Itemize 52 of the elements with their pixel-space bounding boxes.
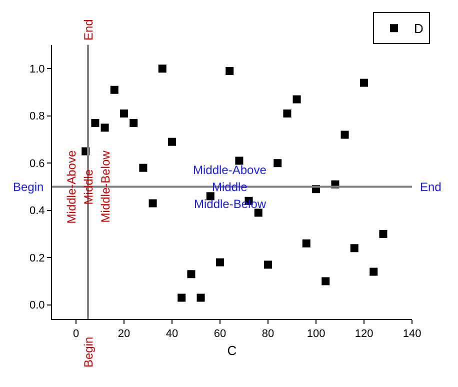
y-tick-label: 0.8	[30, 110, 45, 123]
x-tick-label: 60	[214, 328, 226, 340]
point	[139, 164, 148, 172]
annotation: Begin	[82, 336, 96, 368]
point	[360, 78, 368, 87]
y-tick-label: 0.0	[30, 300, 45, 312]
point	[379, 230, 388, 238]
point	[216, 258, 224, 266]
point	[130, 118, 138, 127]
point	[196, 294, 205, 302]
annotation: End	[420, 180, 442, 194]
annotation: Middle	[81, 169, 96, 205]
point	[148, 199, 157, 208]
point	[178, 294, 186, 302]
y-tick-label: 0.4	[30, 205, 45, 218]
point	[187, 270, 196, 278]
legend-label: D	[414, 21, 424, 36]
point	[292, 95, 301, 104]
annotation: Middle-Above	[64, 150, 78, 224]
point	[302, 239, 310, 248]
x-axis-title: C	[227, 342, 237, 358]
annotation: End	[82, 19, 96, 40]
annotation: Middle-Below	[98, 150, 112, 223]
point	[158, 64, 166, 73]
x-tick-label: 140	[402, 328, 422, 340]
x-tick-label: 0	[72, 328, 80, 340]
point	[168, 138, 176, 146]
point	[235, 156, 244, 165]
x-tick-label: 80	[262, 328, 274, 340]
annotation: Middle-Below	[194, 197, 266, 211]
point	[120, 110, 128, 118]
point	[264, 260, 272, 269]
y-tick-label: 0.6	[30, 158, 45, 170]
annotation: Middle-Above	[193, 163, 267, 177]
point	[350, 244, 358, 252]
x-tick-label: 100	[306, 328, 326, 340]
point	[370, 268, 378, 276]
point	[283, 110, 292, 118]
point	[340, 130, 349, 139]
point	[110, 86, 118, 94]
y-tick-label: 1.0	[30, 63, 45, 76]
point	[226, 66, 234, 75]
y-tick-label: 0.2	[30, 252, 45, 264]
point	[91, 118, 100, 127]
x-tick-label: 40	[166, 328, 178, 340]
x-tick-label: 20	[118, 328, 130, 340]
point	[322, 277, 330, 286]
point	[100, 124, 109, 132]
point	[274, 159, 282, 168]
annotation: Begin	[13, 180, 44, 194]
point	[254, 208, 262, 217]
x-tick-label: 120	[354, 328, 374, 340]
